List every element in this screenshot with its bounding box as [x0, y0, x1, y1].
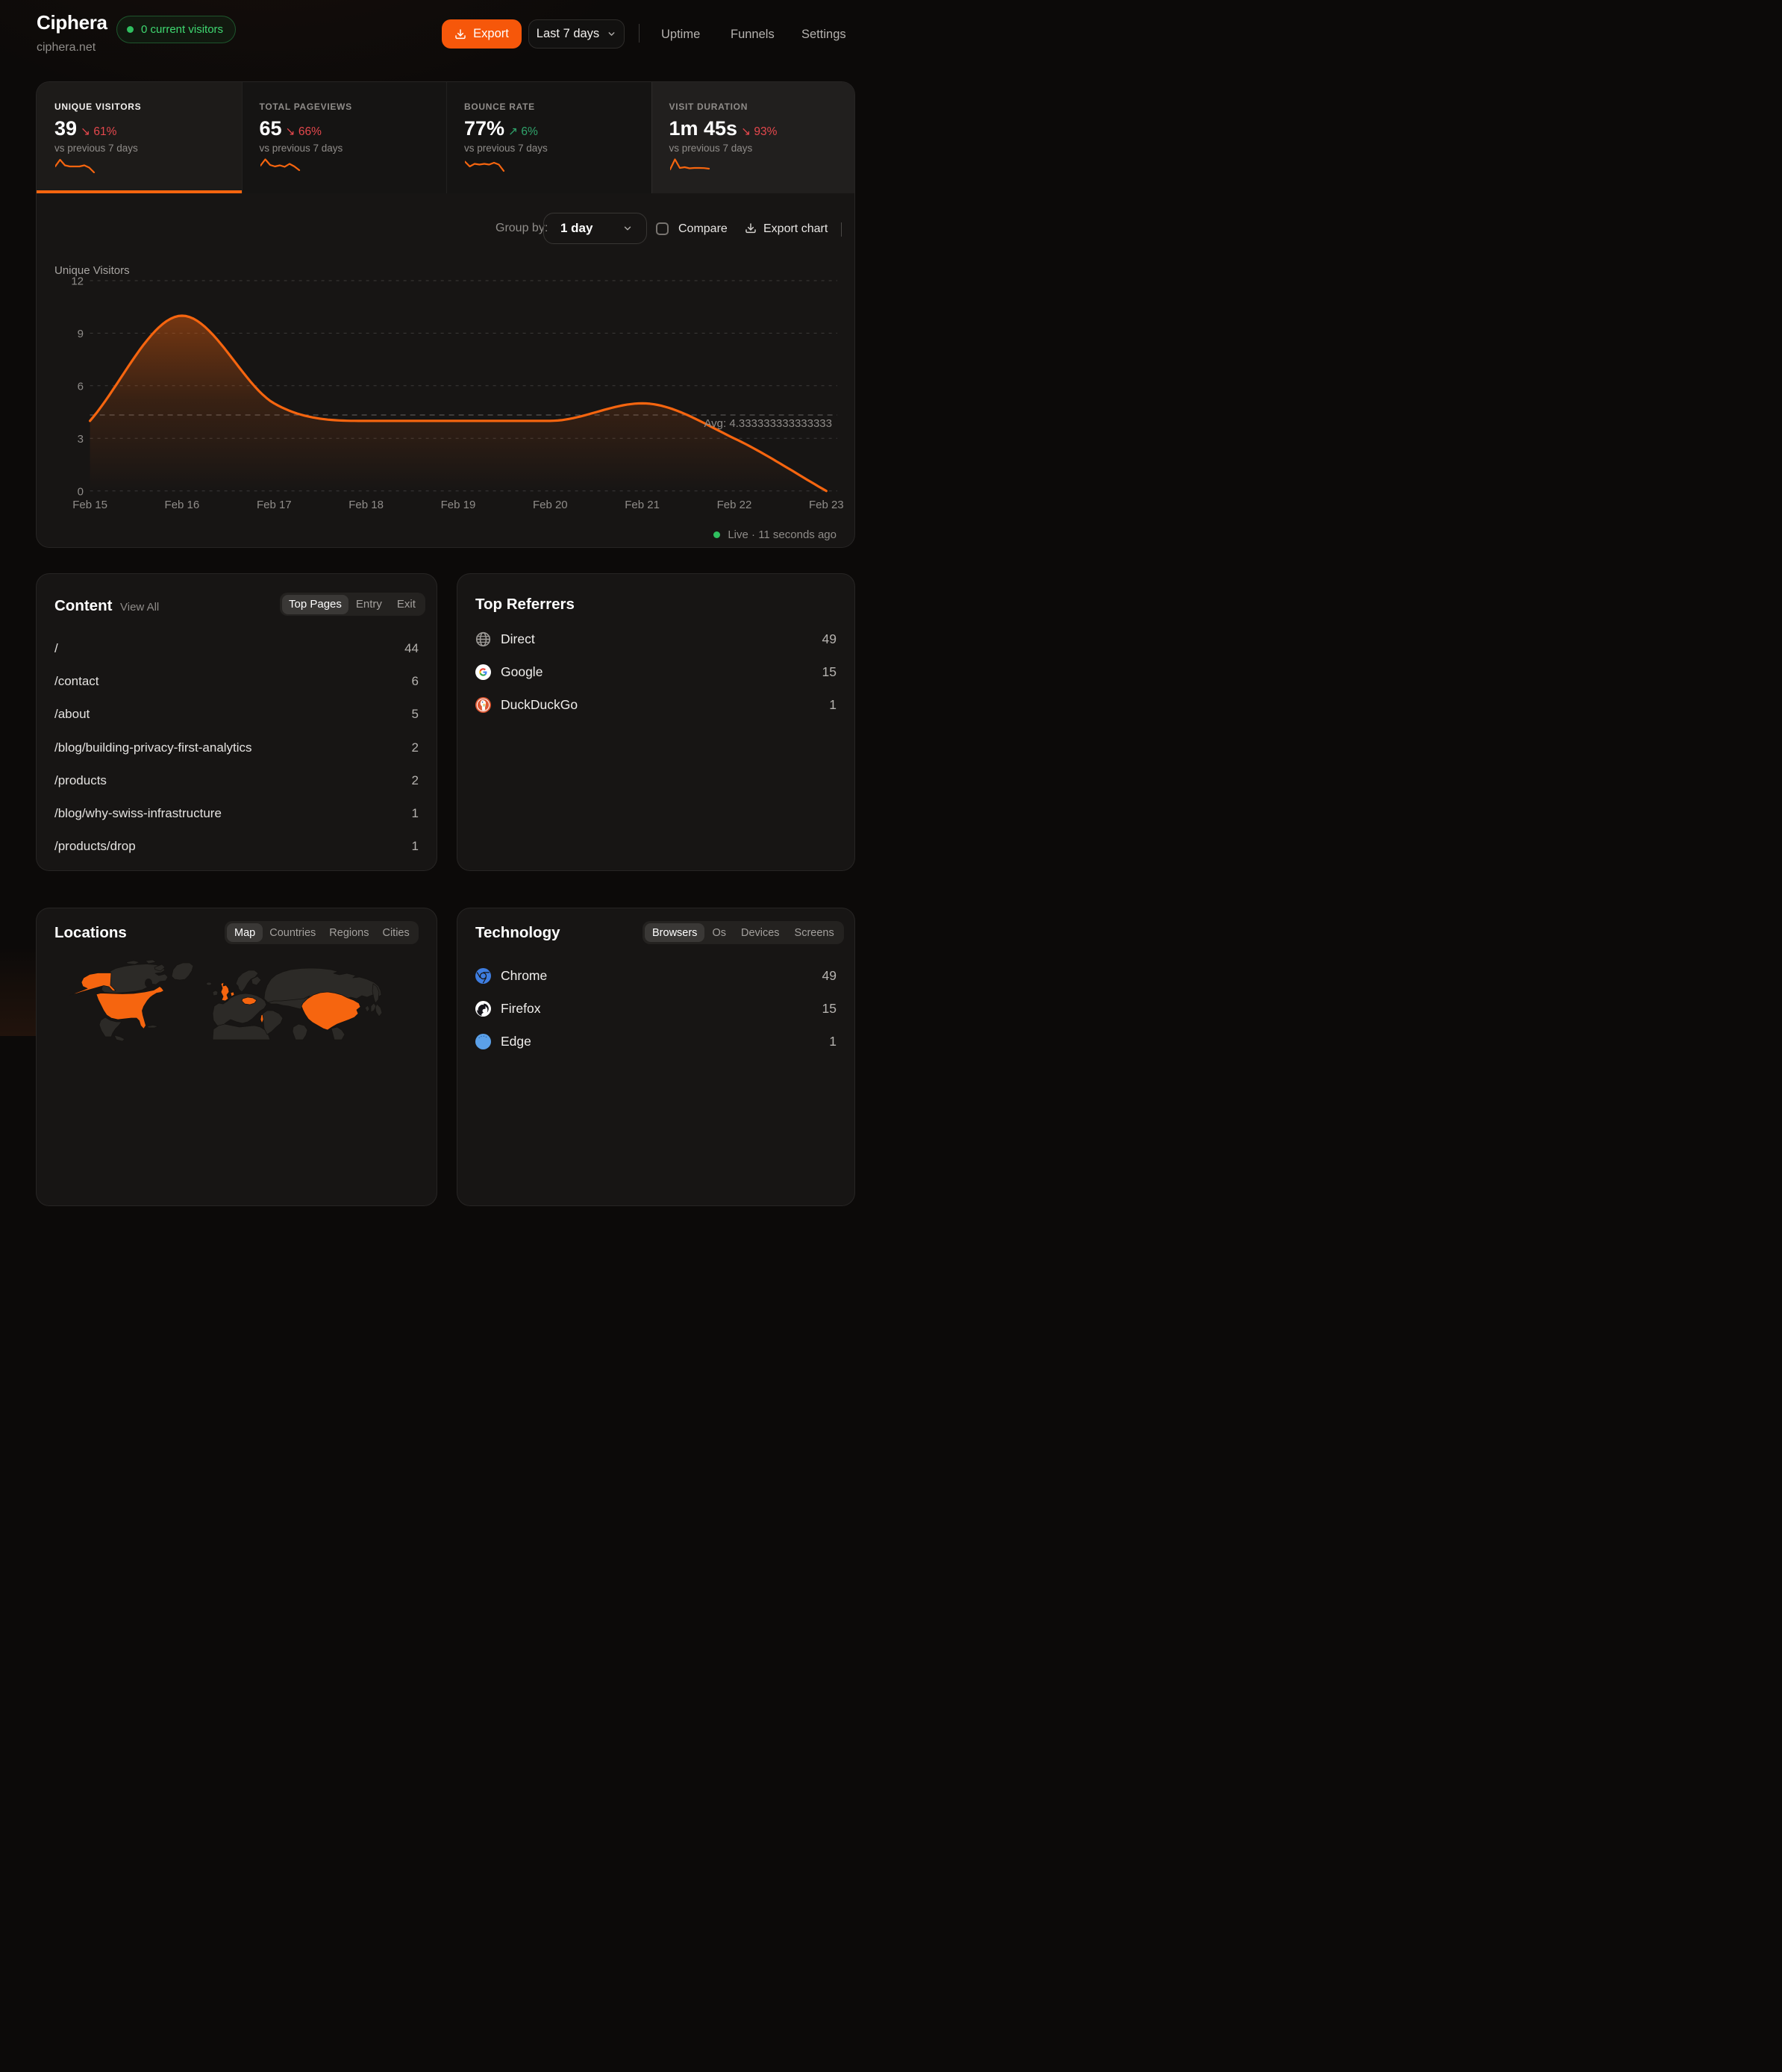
- svg-text:Avg: 4.333333333333333: Avg: 4.333333333333333: [704, 417, 832, 430]
- svg-text:0: 0: [78, 485, 84, 498]
- svg-text:Feb 17: Feb 17: [257, 499, 292, 511]
- svg-text:12: 12: [71, 275, 84, 288]
- svg-text:Feb 23: Feb 23: [809, 499, 844, 511]
- svg-text:Feb 19: Feb 19: [441, 499, 476, 511]
- svg-text:Feb 18: Feb 18: [348, 499, 384, 511]
- svg-text:9: 9: [78, 328, 84, 340]
- svg-text:6: 6: [78, 380, 84, 393]
- svg-text:Unique Visitors: Unique Visitors: [54, 264, 130, 277]
- svg-text:Feb 21: Feb 21: [625, 499, 660, 511]
- svg-text:Feb 22: Feb 22: [717, 499, 752, 511]
- svg-text:Feb 15: Feb 15: [72, 499, 107, 511]
- svg-text:Feb 16: Feb 16: [165, 499, 200, 511]
- svg-text:Feb 20: Feb 20: [533, 499, 568, 511]
- svg-text:3: 3: [78, 433, 84, 446]
